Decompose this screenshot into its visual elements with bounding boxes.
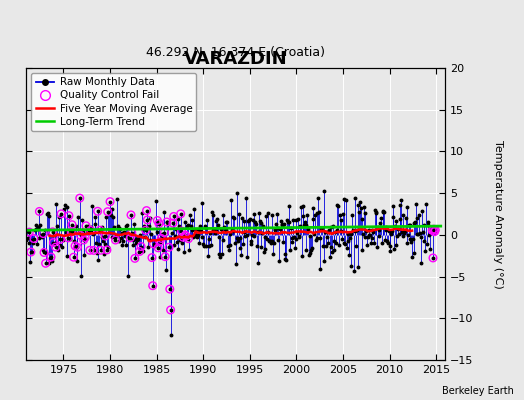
Point [161, 254, 169, 260]
Point [25, 229, 34, 235]
Point [177, 211, 185, 217]
Point [93, 208, 102, 214]
Point [81, 234, 90, 241]
Point [104, 208, 112, 215]
Point [141, 227, 150, 234]
Text: 46.292 N, 16.374 E (Croatia): 46.292 N, 16.374 E (Croatia) [146, 46, 325, 59]
Point [154, 245, 162, 251]
Point [177, 228, 185, 234]
Point [137, 243, 145, 250]
Point [143, 208, 151, 214]
Point [127, 212, 135, 218]
Point [80, 237, 88, 243]
Point [106, 198, 114, 205]
Point [85, 247, 94, 254]
Point [126, 235, 135, 241]
Point [51, 244, 60, 250]
Point [149, 241, 158, 247]
Title: VARAZDIN: VARAZDIN [184, 50, 288, 68]
Point [30, 235, 38, 242]
Point [127, 230, 136, 236]
Point [153, 217, 161, 224]
Point [156, 239, 164, 245]
Point [179, 234, 187, 240]
Point [184, 236, 193, 242]
Point [101, 233, 110, 239]
Point [96, 227, 104, 234]
Point [39, 230, 48, 237]
Point [64, 235, 72, 241]
Point [143, 217, 151, 223]
Point [69, 254, 78, 260]
Point [182, 233, 190, 240]
Point [165, 244, 173, 250]
Text: Berkeley Earth: Berkeley Earth [442, 386, 514, 396]
Point [155, 220, 163, 227]
Point [90, 247, 98, 254]
Point [56, 236, 64, 242]
Point [27, 249, 35, 255]
Y-axis label: Temperature Anomaly (°C): Temperature Anomaly (°C) [493, 140, 503, 288]
Point [157, 235, 166, 242]
Point [57, 211, 66, 217]
Point [82, 222, 90, 229]
Point [47, 254, 55, 260]
Point [135, 248, 144, 255]
Point [167, 307, 175, 313]
Point [169, 220, 177, 226]
Point [77, 232, 85, 238]
Point [64, 212, 73, 219]
Point [148, 254, 156, 261]
Point [166, 286, 174, 292]
Point [73, 244, 82, 250]
Point [48, 229, 57, 235]
Point [40, 249, 48, 256]
Point [103, 247, 111, 253]
Point [41, 260, 50, 266]
Point [148, 282, 157, 289]
Point [86, 227, 95, 234]
Point [96, 247, 105, 254]
Point [181, 232, 190, 238]
Point [35, 208, 43, 215]
Point [71, 243, 79, 249]
Point [111, 237, 119, 243]
Point [75, 195, 84, 201]
Point [130, 255, 139, 262]
Point [160, 230, 169, 236]
Point [430, 228, 439, 235]
Point [428, 227, 436, 234]
Point [429, 255, 437, 261]
Point [169, 213, 178, 220]
Point [431, 227, 440, 233]
Point [162, 219, 171, 225]
Point [430, 226, 438, 232]
Point [49, 240, 58, 246]
Legend: Raw Monthly Data, Quality Control Fail, Five Year Moving Average, Long-Term Tren: Raw Monthly Data, Quality Control Fail, … [31, 73, 196, 131]
Point [67, 228, 75, 235]
Point [68, 222, 76, 228]
